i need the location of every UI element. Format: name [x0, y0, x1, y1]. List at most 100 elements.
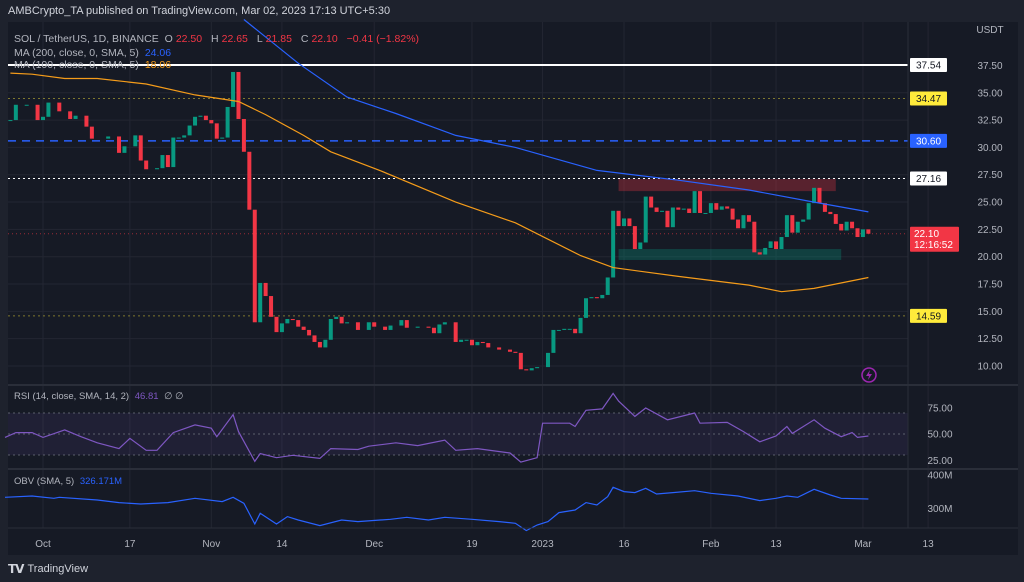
candle: [301, 326, 306, 330]
ma100-line: [10, 72, 869, 293]
candle: [855, 228, 860, 238]
lightning-icon[interactable]: [861, 367, 877, 383]
countdown-label: 12:16:52: [914, 240, 953, 251]
tradingview-logo-icon: 𝗧𝗩: [8, 562, 25, 576]
candle: [817, 187, 822, 204]
candle: [296, 320, 301, 327]
open-label: O: [164, 33, 173, 45]
candle: [584, 298, 588, 318]
candle: [323, 339, 328, 348]
symbol-legend[interactable]: SOL / TetherUS, 1D, BINANCE O 22.50 H 22.6…: [14, 33, 422, 45]
candle: [404, 320, 409, 328]
candle: [828, 211, 833, 215]
high-label: H: [211, 33, 219, 45]
candle: [263, 282, 268, 297]
candle: [866, 229, 871, 234]
candle: [459, 339, 464, 342]
candle: [279, 323, 284, 333]
candle: [339, 316, 344, 324]
candle: [725, 206, 730, 209]
candle: [703, 212, 708, 214]
candle: [486, 343, 491, 348]
price-axis-label: 20.00: [977, 252, 1002, 263]
candle: [757, 252, 762, 255]
candle: [117, 136, 122, 153]
level-badge: [910, 133, 947, 148]
change-value: −0.41 (−1.82%): [346, 33, 420, 45]
ma100-value: 18.06: [144, 59, 172, 71]
candle: [415, 326, 420, 328]
candle: [627, 218, 632, 227]
candle: [784, 215, 789, 238]
candle: [790, 215, 795, 233]
candle: [133, 135, 138, 147]
moving-averages: [10, 19, 869, 293]
candle: [763, 247, 768, 255]
candle: [225, 106, 230, 138]
candles: [8, 71, 871, 371]
candle: [383, 326, 388, 330]
ma100-legend[interactable]: MA (100, close, 0, SMA, 5) 18.06: [14, 59, 174, 71]
candle: [524, 369, 529, 371]
price-axis-label: 17.50: [977, 280, 1002, 291]
candle: [73, 115, 78, 119]
tradingview-logo[interactable]: 𝗧𝗩 TradingView: [8, 562, 88, 576]
obv-pane: 300M 400M: [4, 471, 953, 532]
price-axis-label: 25.00: [977, 198, 1002, 209]
price-axis-label: 37.50: [977, 61, 1002, 72]
candle: [795, 221, 800, 233]
candle: [551, 329, 556, 353]
symbol-name: SOL / TetherUS, 1D, BINANCE: [14, 33, 159, 45]
ma100-label: MA (100, close, 0, SMA, 5): [14, 59, 139, 71]
candle: [616, 210, 621, 227]
axes: Oct 17 Nov 14 Dec 19 2023 16 Feb 13 Mar 13 10.00 12.5…: [35, 25, 1003, 550]
candle: [442, 322, 447, 325]
close-value: 22.10: [311, 33, 338, 45]
candle: [345, 322, 350, 324]
rsi-axis-label: 50.00: [927, 430, 952, 441]
candle: [236, 71, 241, 119]
ma200-line: [243, 19, 869, 213]
price-axis-label: 12.50: [977, 334, 1002, 345]
time-axis-label: Dec: [365, 539, 383, 550]
candle: [334, 316, 339, 320]
level-label: 30.60: [916, 136, 941, 147]
candle: [285, 319, 290, 324]
candle: [24, 104, 29, 106]
candle: [507, 349, 512, 352]
candle: [665, 210, 670, 228]
candle: [752, 221, 757, 253]
time-axis-label: 13: [770, 539, 782, 550]
candle: [106, 136, 111, 139]
candle: [714, 203, 719, 210]
candle: [372, 322, 377, 327]
candle: [578, 317, 583, 334]
candle: [155, 168, 160, 170]
ma200-legend[interactable]: MA (200, close, 0, SMA, 5) 24.06: [14, 47, 174, 59]
candle: [600, 294, 605, 299]
candle: [692, 191, 697, 213]
candle: [812, 187, 817, 204]
candle: [556, 329, 561, 331]
candle: [220, 137, 225, 139]
candle: [839, 223, 844, 231]
candle: [801, 219, 806, 222]
obv-legend[interactable]: OBV (SMA, 5) 326.171M: [14, 476, 125, 487]
candle: [469, 339, 474, 346]
rsi-axis-label: 75.00: [927, 403, 952, 414]
level-badge: [910, 171, 947, 186]
price-zone: [618, 249, 842, 260]
candle: [736, 219, 741, 229]
candle: [241, 118, 246, 152]
candle: [203, 115, 208, 121]
candle: [518, 352, 523, 370]
candle: [660, 210, 665, 212]
obv-label: OBV (SMA, 5): [14, 476, 75, 487]
candle: [366, 322, 371, 330]
candle: [833, 214, 838, 224]
price-zone: [618, 179, 836, 192]
rsi-legend[interactable]: RSI (14, close, SMA, 14, 2) 46.81 ∅ ∅: [14, 391, 186, 402]
candle: [545, 352, 550, 368]
